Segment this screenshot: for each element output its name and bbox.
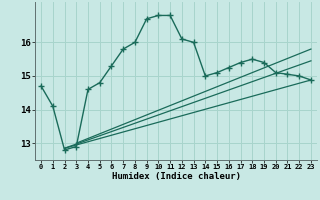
X-axis label: Humidex (Indice chaleur): Humidex (Indice chaleur) xyxy=(111,172,241,181)
